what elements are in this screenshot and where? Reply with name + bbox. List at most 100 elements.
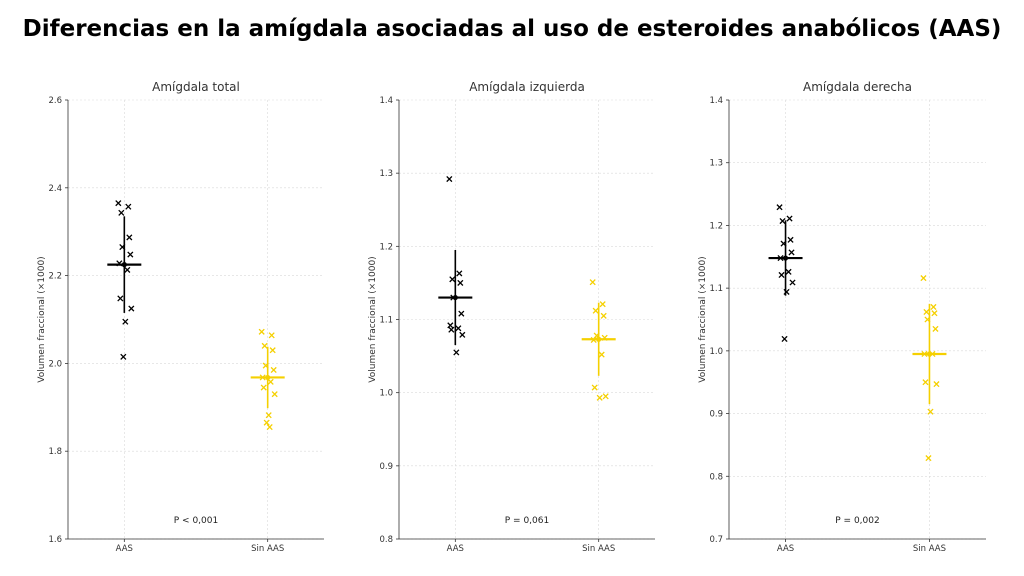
data-point: [260, 384, 267, 391]
data-point: [927, 408, 934, 415]
data-point: [781, 335, 788, 343]
y-tick-label: 0.7: [709, 535, 723, 545]
y-tick-label: 1.0: [379, 389, 393, 399]
data-point: [776, 204, 783, 211]
data-point: [596, 394, 603, 401]
y-axis-label: Volumen fraccional (×1000): [37, 256, 47, 382]
data-point: [128, 305, 135, 312]
data-point: [925, 455, 932, 462]
data-point: [779, 217, 786, 225]
y-tick-label: 1.8: [48, 447, 62, 457]
page-title: Diferencias en la amígdala asociadas al …: [22, 16, 1002, 42]
y-tick-label: 2.6: [48, 96, 62, 106]
data-point: [922, 379, 929, 386]
data-point: [124, 266, 131, 273]
series-aas: [768, 204, 803, 343]
data-point: [267, 378, 274, 385]
chart-panel-1: 1.6 1.8 2.0 2.2 2.4 2.6 AAS Sin AAS Amígdala tot…: [37, 80, 324, 554]
data-point: [459, 331, 466, 338]
x-tick-label: AAS: [777, 544, 794, 554]
y-tick-label: 1.0: [709, 347, 723, 357]
y-tick-label: 2.0: [48, 359, 62, 369]
data-point: [265, 412, 272, 419]
y-tick-label: 1.1: [379, 316, 393, 326]
data-point: [592, 307, 599, 314]
data-point: [787, 236, 794, 243]
data-point: [933, 381, 940, 388]
y-tick-label: 1.1: [709, 284, 723, 294]
y-axis-label: Volumen fraccional (×1000): [698, 256, 708, 382]
p-value-annotation: P = 0,061: [505, 516, 549, 526]
x-tick-label: Sin AAS: [913, 544, 946, 554]
x-tick-label: Sin AAS: [251, 544, 284, 554]
y-tick-label: 0.8: [709, 472, 723, 482]
mean-marker: [121, 262, 127, 268]
data-point: [458, 310, 465, 317]
data-point: [783, 288, 790, 295]
data-point: [122, 318, 129, 325]
y-tick-label: 0.9: [709, 410, 723, 420]
chart-panel-2: 0.8 0.9 1.0 1.1 1.2 1.3 1.4 AAS Sin AAS Amígdala …: [368, 80, 655, 554]
panel-title: Amígdala izquierda: [469, 80, 585, 94]
series-sin-aas: [250, 328, 285, 431]
data-point: [266, 423, 273, 431]
y-tick-label: 2.2: [48, 272, 62, 282]
data-point: [269, 347, 276, 354]
y-tick-label: 1.3: [709, 159, 723, 169]
data-point: [455, 325, 462, 332]
data-point: [271, 391, 278, 398]
data-point: [591, 384, 598, 391]
y-tick-label: 1.2: [379, 242, 393, 252]
chart-panel-3: 0.7 0.8 0.9 1.0 1.1 1.2 1.3 1.4 AAS Sin AAS Amígda…: [698, 80, 986, 554]
data-point: [117, 295, 124, 302]
panel-title: Amígdala derecha: [803, 80, 912, 94]
data-point: [598, 351, 605, 358]
data-point: [446, 175, 453, 183]
p-value-annotation: P = 0,002: [835, 516, 879, 526]
data-point: [126, 234, 133, 241]
data-point: [788, 249, 795, 256]
p-value-annotation: P < 0,001: [174, 516, 218, 526]
data-point: [600, 312, 607, 319]
data-point: [263, 419, 270, 426]
data-point: [120, 353, 127, 360]
data-point: [778, 271, 785, 279]
data-point: [589, 279, 596, 286]
y-tick-label: 2.4: [48, 184, 62, 194]
y-tick-label: 1.4: [709, 96, 723, 106]
data-point: [785, 268, 792, 275]
data-point: [268, 332, 275, 339]
data-point: [447, 322, 454, 329]
mean-marker: [926, 351, 933, 357]
data-point: [448, 326, 455, 333]
data-point: [118, 209, 125, 216]
data-point: [127, 251, 134, 258]
data-point: [456, 270, 463, 277]
x-tick-label: AAS: [116, 544, 133, 554]
data-point: [261, 342, 268, 349]
data-point: [270, 366, 277, 374]
series-sin-aas: [912, 275, 947, 462]
mean-marker: [265, 374, 271, 381]
data-point: [786, 215, 793, 222]
y-tick-label: 1.3: [379, 169, 393, 179]
y-tick-label: 0.8: [379, 535, 393, 545]
data-point: [599, 301, 606, 308]
series-aas: [107, 200, 142, 360]
mean-marker: [782, 255, 789, 261]
series-sin-aas: [581, 279, 616, 401]
y-tick-label: 1.2: [709, 221, 723, 231]
data-point: [115, 200, 122, 207]
x-tick-label: Sin AAS: [582, 544, 615, 554]
data-point: [453, 349, 460, 356]
data-point: [920, 275, 927, 282]
data-point: [930, 303, 937, 311]
mean-marker: [452, 294, 458, 301]
data-point: [125, 203, 132, 210]
y-axis-label: Volumen fraccional (×1000): [368, 256, 378, 382]
y-tick-label: 1.4: [379, 96, 393, 106]
data-point: [931, 310, 938, 317]
data-point: [258, 328, 265, 335]
y-tick-label: 0.9: [379, 462, 393, 472]
